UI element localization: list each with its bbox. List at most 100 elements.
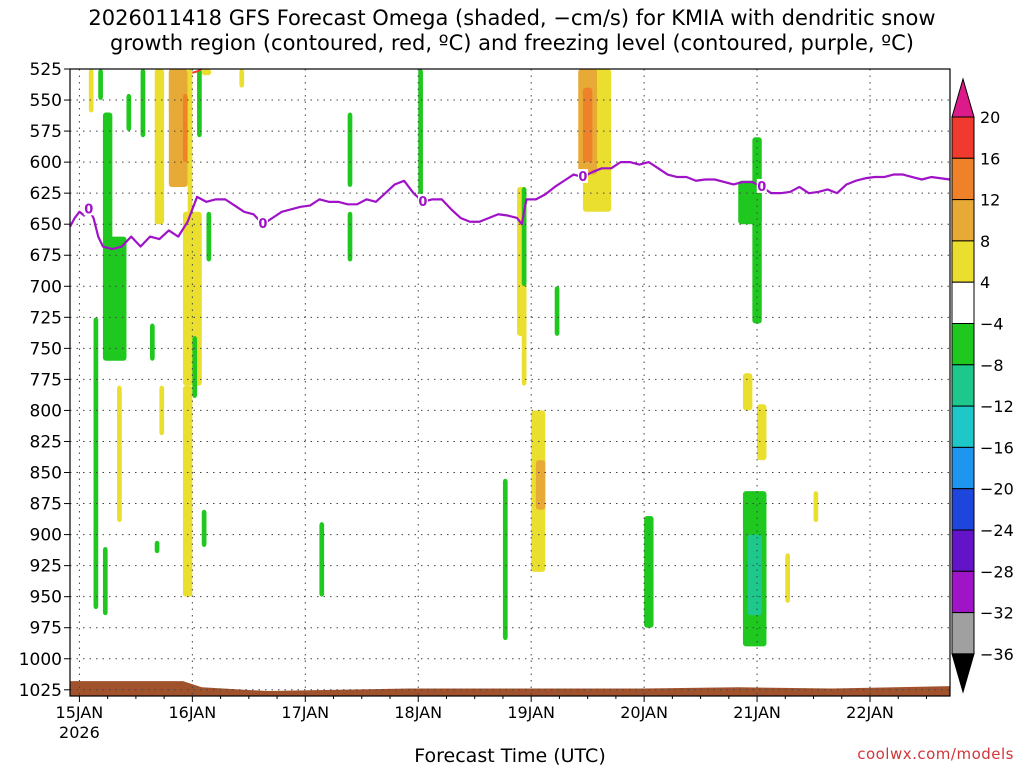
colorbar-label: −36 — [980, 645, 1014, 664]
plot-frame — [69, 68, 951, 697]
omega-region — [98, 69, 103, 101]
freezing-level-label: 0 — [757, 180, 766, 195]
omega-region — [182, 93, 188, 163]
x-tick-label: 20JAN — [620, 703, 668, 722]
dendritic-contour-line — [192, 68, 203, 74]
y-tick-label: 825 — [30, 432, 62, 452]
contour-label-bg — [257, 216, 268, 231]
omega-region — [140, 69, 146, 138]
y-tick-label: 775 — [30, 370, 62, 390]
y-tick-label: 875 — [30, 495, 62, 515]
colorbar-segment — [951, 116, 975, 159]
colorbar-label: −8 — [980, 356, 1004, 375]
colorbar-segment — [951, 488, 975, 531]
colorbar-segment — [951, 446, 975, 490]
colorbar-segment — [951, 570, 975, 614]
credit-text: coolwx.com/models — [857, 745, 1014, 763]
contour-lines: 0 0 0 0 0 — [69, 68, 951, 251]
colorbar-label: 12 — [980, 191, 1000, 210]
x-tick-label: 16JAN — [168, 703, 216, 722]
omega-region — [182, 385, 193, 597]
x-tick-label: 18JAN — [394, 703, 442, 722]
colorbar: 20 16 12 8 4 −4 −8 −12 −16 −20 −24 −28 −32 −36 — [951, 77, 1014, 694]
y-tick-label: 625 — [30, 184, 62, 204]
grid-lines — [70, 68, 950, 696]
colorbar-label: −32 — [980, 604, 1014, 623]
x-axis-label: Forecast Time (UTC) — [414, 745, 606, 767]
omega-region — [126, 93, 132, 132]
omega-region — [206, 211, 212, 262]
omega-region — [93, 317, 99, 610]
chart-title: 2026011418 GFS Forecast Omega (shaded, −… — [88, 6, 936, 55]
freezing-level-label: 0 — [418, 195, 427, 210]
omega-region — [813, 491, 819, 523]
x-tick-label: 15JAN — [56, 703, 104, 722]
contour-label-bg — [756, 178, 767, 193]
omega-region — [102, 112, 113, 250]
colorbar-segment — [951, 199, 975, 242]
y-tick-label: 1025 — [19, 681, 62, 701]
omega-region — [201, 69, 212, 76]
omega-region — [102, 547, 108, 616]
colorbar-label: −12 — [980, 397, 1014, 416]
colorbar-segment — [951, 405, 975, 448]
omega-region — [154, 69, 165, 225]
omega-region — [117, 385, 122, 523]
freezing-level-line — [69, 161, 951, 251]
colorbar-label: 20 — [980, 108, 1000, 127]
colorbar-label: −28 — [980, 562, 1014, 581]
colorbar-segment — [951, 157, 975, 201]
omega-shading — [88, 69, 819, 647]
omega-region — [554, 286, 560, 336]
y-tick-label: 725 — [30, 308, 62, 328]
colorbar-segment — [951, 529, 975, 572]
omega-region — [582, 87, 593, 163]
y-tick-label: 800 — [30, 401, 62, 421]
omega-region — [347, 211, 353, 262]
freezing-level-label: 0 — [258, 217, 267, 232]
x-tick-label: 19JAN — [507, 703, 555, 722]
x-tick-label: 17JAN — [281, 703, 329, 722]
colorbar-label: −16 — [980, 438, 1014, 457]
y-tick-label: 600 — [30, 153, 62, 173]
omega-region — [521, 186, 527, 287]
omega-region — [738, 180, 762, 225]
contour-label-bg — [417, 193, 428, 208]
colorbar-segment — [951, 240, 975, 283]
y-tick-label: 975 — [30, 619, 62, 639]
y-tick-label: 1000 — [19, 650, 62, 670]
colorbar-segment — [951, 612, 975, 655]
omega-region — [197, 69, 202, 138]
freezing-level-label: 0 — [84, 202, 93, 217]
omega-region — [785, 553, 790, 603]
omega-region — [742, 373, 753, 411]
omega-region — [88, 69, 94, 113]
y-tick-label: 575 — [30, 122, 62, 142]
contour-label-bg — [577, 169, 588, 184]
colorbar-label: 8 — [980, 232, 990, 251]
colorbar-label: 4 — [980, 273, 990, 292]
omega-region — [757, 404, 767, 461]
ground-surface — [70, 681, 950, 696]
colorbar-label: −24 — [980, 521, 1014, 540]
omega-region — [502, 478, 508, 641]
colorbar-segment — [951, 323, 975, 366]
colorbar-bottom-arrow — [951, 653, 975, 694]
colorbar-segment — [951, 364, 975, 407]
y-tick-label: 550 — [30, 91, 62, 111]
colorbar-label: 16 — [980, 149, 1000, 168]
y-tick-label: 700 — [30, 277, 62, 297]
y-tick-label: 850 — [30, 464, 62, 484]
y-tick-label: 525 — [30, 60, 62, 80]
omega-region — [154, 540, 160, 554]
omega-region — [347, 112, 353, 187]
y-tick-label: 925 — [30, 557, 62, 577]
ground-fill — [70, 681, 950, 696]
y-tick-label: 750 — [30, 339, 62, 359]
omega-region — [418, 69, 423, 200]
x-tick-label: 22JAN — [846, 703, 894, 722]
omega-region — [239, 69, 245, 88]
omega-region — [644, 515, 654, 628]
omega-region — [187, 69, 193, 225]
